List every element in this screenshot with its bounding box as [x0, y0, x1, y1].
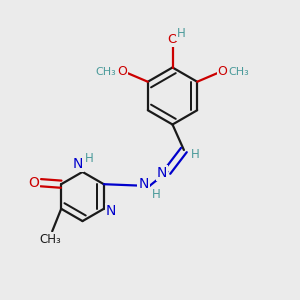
Text: H: H	[176, 27, 185, 40]
Text: H: H	[85, 152, 94, 165]
Text: O: O	[28, 176, 39, 190]
Text: N: N	[73, 157, 83, 171]
Text: CH₃: CH₃	[229, 67, 250, 76]
Text: O: O	[167, 33, 178, 46]
Text: O: O	[218, 65, 228, 78]
Text: O: O	[117, 65, 127, 78]
Text: CH₃: CH₃	[40, 232, 62, 246]
Text: N: N	[106, 204, 116, 218]
Text: CH₃: CH₃	[95, 67, 116, 76]
Text: N: N	[138, 178, 148, 191]
Text: H: H	[191, 148, 200, 161]
Text: H: H	[152, 188, 160, 201]
Text: N: N	[157, 166, 167, 180]
